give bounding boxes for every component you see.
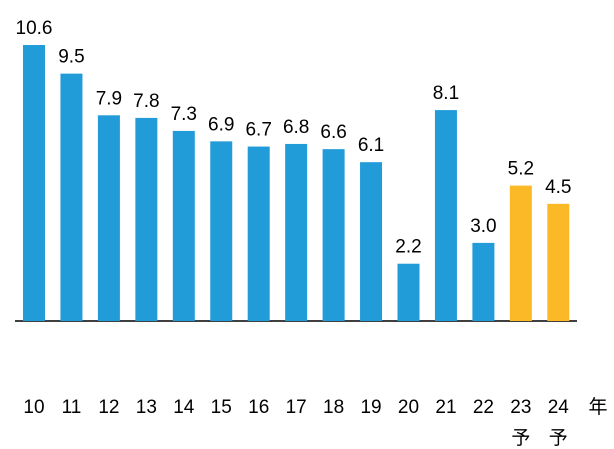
value-label: 6.6	[320, 122, 346, 143]
value-label: 6.7	[245, 120, 271, 141]
value-label: 2.2	[395, 237, 421, 258]
x-tick-label: 10	[23, 397, 44, 418]
bar	[172, 130, 195, 321]
value-label: 5.2	[508, 159, 534, 180]
x-tick-note: 予	[549, 428, 568, 449]
value-label: 8.1	[433, 83, 459, 104]
x-unit: 年	[588, 396, 607, 418]
bar	[135, 117, 158, 321]
x-tick-label: 21	[435, 397, 456, 418]
x-tick-label: 20	[398, 397, 419, 418]
x-tick-label: 12	[98, 397, 119, 418]
value-label: 9.5	[58, 47, 84, 68]
x-tick-label: 14	[173, 397, 195, 418]
bar	[285, 143, 308, 321]
bar	[247, 146, 270, 321]
x-tick-label: 15	[211, 397, 232, 418]
x-tick-label: 22	[473, 397, 494, 418]
value-label: 7.9	[96, 88, 122, 109]
x-tick-label: 16	[248, 397, 269, 418]
bar	[23, 45, 45, 321]
bar	[472, 242, 495, 321]
bar	[360, 162, 383, 321]
x-tick-label: 23	[510, 397, 531, 418]
value-label: 10.6	[16, 18, 53, 39]
x-tick-label: 18	[323, 397, 344, 418]
bar	[97, 115, 120, 322]
x-tick-label: 13	[136, 397, 157, 418]
bar	[509, 185, 532, 321]
bar	[60, 73, 83, 321]
bar	[434, 110, 457, 322]
value-label: 3.0	[470, 216, 496, 237]
value-label: 6.8	[283, 117, 309, 138]
bar	[322, 149, 345, 321]
value-label: 4.5	[545, 177, 571, 198]
x-tick-label: 11	[62, 397, 82, 418]
x-tick-note: 予	[511, 428, 530, 449]
value-label: 6.9	[208, 114, 234, 135]
bar	[547, 203, 570, 321]
value-label: 7.8	[133, 91, 159, 112]
bar	[210, 141, 233, 321]
value-label: 7.3	[171, 104, 197, 125]
x-tick-label: 19	[360, 397, 381, 418]
value-label: 6.1	[358, 135, 384, 156]
x-tick-label: 24	[548, 397, 570, 418]
x-tick-label: 17	[286, 397, 307, 418]
bar	[397, 263, 420, 321]
